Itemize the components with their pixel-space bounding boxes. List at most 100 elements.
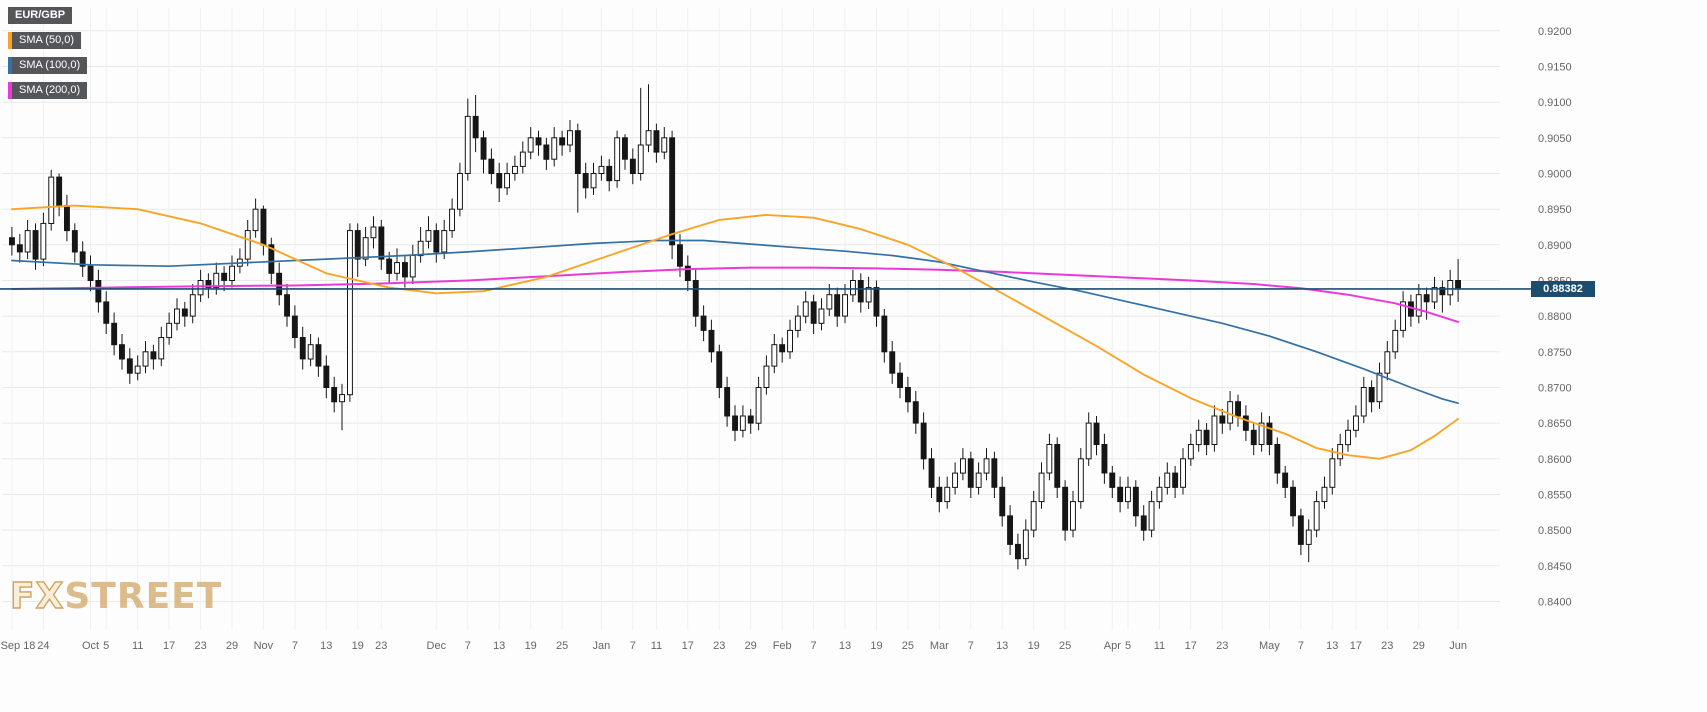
- x-tick-label: 11: [132, 640, 143, 652]
- x-tick-label: 17: [1350, 640, 1362, 652]
- candle-body: [394, 262, 401, 274]
- candle-body: [653, 130, 660, 153]
- candle-body: [1015, 543, 1021, 560]
- candle-body: [873, 287, 880, 317]
- candle-body: [244, 230, 251, 260]
- candle-body: [598, 165, 605, 174]
- candle-body: [865, 287, 872, 303]
- candle-body: [936, 486, 943, 503]
- candle-body: [1148, 501, 1155, 531]
- x-tick-label: 7: [811, 640, 817, 652]
- candle-body: [834, 294, 841, 317]
- candle-body: [268, 244, 275, 274]
- fxstreet-logo-street: STREET: [64, 576, 223, 617]
- candle-body: [637, 144, 644, 174]
- candle-body: [142, 351, 149, 367]
- x-tick-label: May: [1259, 640, 1280, 652]
- sma50-color-strip: [8, 32, 12, 49]
- x-tick-label: 13: [996, 640, 1008, 652]
- candle-body: [1282, 472, 1289, 488]
- candle-body: [79, 251, 86, 267]
- y-axis-price-scale[interactable]: 0.9200 0.9150 0.9100 0.9050 0.9000 0.8950 0.89…: [1538, 26, 1572, 609]
- candle-body: [512, 165, 518, 174]
- candle-body: [213, 272, 220, 289]
- candle-body: [614, 137, 621, 182]
- candle-body: [1329, 458, 1336, 488]
- candle-body: [1022, 529, 1029, 560]
- symbol-badge[interactable]: EUR/GBP: [8, 7, 73, 24]
- legend-sma200[interactable]: SMA (200,0): [8, 82, 88, 99]
- sma200-line: [10, 266, 1460, 323]
- candle-body: [606, 165, 613, 182]
- x-axis-time-scale[interactable]: Sep 18 24 Oct 5 11 17 23 29 Nov 7 13 19 23 Dec 7 13 19 25…: [1, 640, 1467, 652]
- y-tick-label: 0.8650: [1538, 418, 1572, 430]
- candle-body: [944, 486, 951, 503]
- candle-body: [920, 422, 927, 460]
- candle-body: [881, 315, 888, 353]
- candle-body: [826, 294, 833, 310]
- x-tick-label: 13: [1326, 640, 1338, 652]
- candle-body: [991, 458, 998, 488]
- candle-body: [111, 322, 118, 346]
- candle-body: [1431, 287, 1438, 303]
- candle-body: [323, 365, 330, 389]
- candle-body: [1235, 401, 1241, 417]
- sma200-color-strip: [8, 82, 12, 99]
- candle-body: [370, 226, 377, 239]
- x-tick-label: 25: [1059, 640, 1071, 652]
- x-tick-label: Sep 18: [1, 640, 36, 652]
- x-tick-label: Apr: [1104, 640, 1121, 652]
- y-tick-label: 0.8950: [1538, 204, 1572, 216]
- candle-body: [189, 294, 196, 317]
- x-tick-label: 7: [1298, 640, 1304, 652]
- candle-body: [1140, 515, 1147, 531]
- candle-body: [1305, 529, 1312, 545]
- x-tick-label: Jun: [1449, 640, 1467, 652]
- candle-body: [1195, 429, 1202, 446]
- candle-body: [567, 130, 573, 146]
- candle-body: [1368, 387, 1375, 403]
- candle-body: [661, 137, 668, 153]
- candle-body: [527, 137, 534, 153]
- candle-body: [119, 344, 125, 360]
- candle-body: [645, 130, 652, 146]
- candle-body: [700, 315, 707, 331]
- candle-body: [433, 230, 440, 253]
- candle-body: [504, 173, 511, 189]
- y-tick-label: 0.8500: [1538, 525, 1572, 537]
- fxstreet-logo-fx: FX: [9, 575, 65, 617]
- candle-body: [763, 365, 770, 389]
- candle-body: [889, 351, 896, 374]
- candle-body: [897, 372, 903, 389]
- legend-sma50[interactable]: SMA (50,0): [8, 32, 82, 49]
- candle-body: [1376, 372, 1383, 403]
- y-tick-label: 0.9150: [1538, 62, 1572, 74]
- candle-body: [677, 244, 683, 267]
- candle-body: [32, 230, 39, 260]
- candle-body: [535, 137, 542, 146]
- x-tick-label: 7: [630, 640, 636, 652]
- candle-body: [331, 387, 338, 403]
- candle-body: [669, 137, 676, 246]
- candle-body: [71, 230, 78, 253]
- y-tick-label: 0.9200: [1538, 26, 1572, 38]
- x-tick-label: 29: [1413, 640, 1425, 652]
- candle-body: [684, 265, 691, 282]
- sma50-line: [10, 204, 1460, 460]
- legend-sma100[interactable]: SMA (100,0): [8, 57, 88, 74]
- candle-body: [1250, 429, 1257, 446]
- x-tick-label: Oct: [82, 640, 99, 652]
- candle-body: [1125, 486, 1131, 503]
- candle-body: [1187, 444, 1194, 460]
- chart-legend: EUR/GBP SMA (50,0) SMA (100,0) SMA (200,…: [8, 7, 88, 99]
- gridlines: [2, 8, 1500, 630]
- candle-body: [543, 144, 550, 160]
- x-tick-label: 5: [1125, 640, 1131, 652]
- candle-body: [1109, 472, 1116, 488]
- candle-body: [1439, 287, 1446, 296]
- candle-body: [1211, 415, 1218, 445]
- candle-body: [457, 173, 463, 210]
- candle-body: [48, 176, 55, 225]
